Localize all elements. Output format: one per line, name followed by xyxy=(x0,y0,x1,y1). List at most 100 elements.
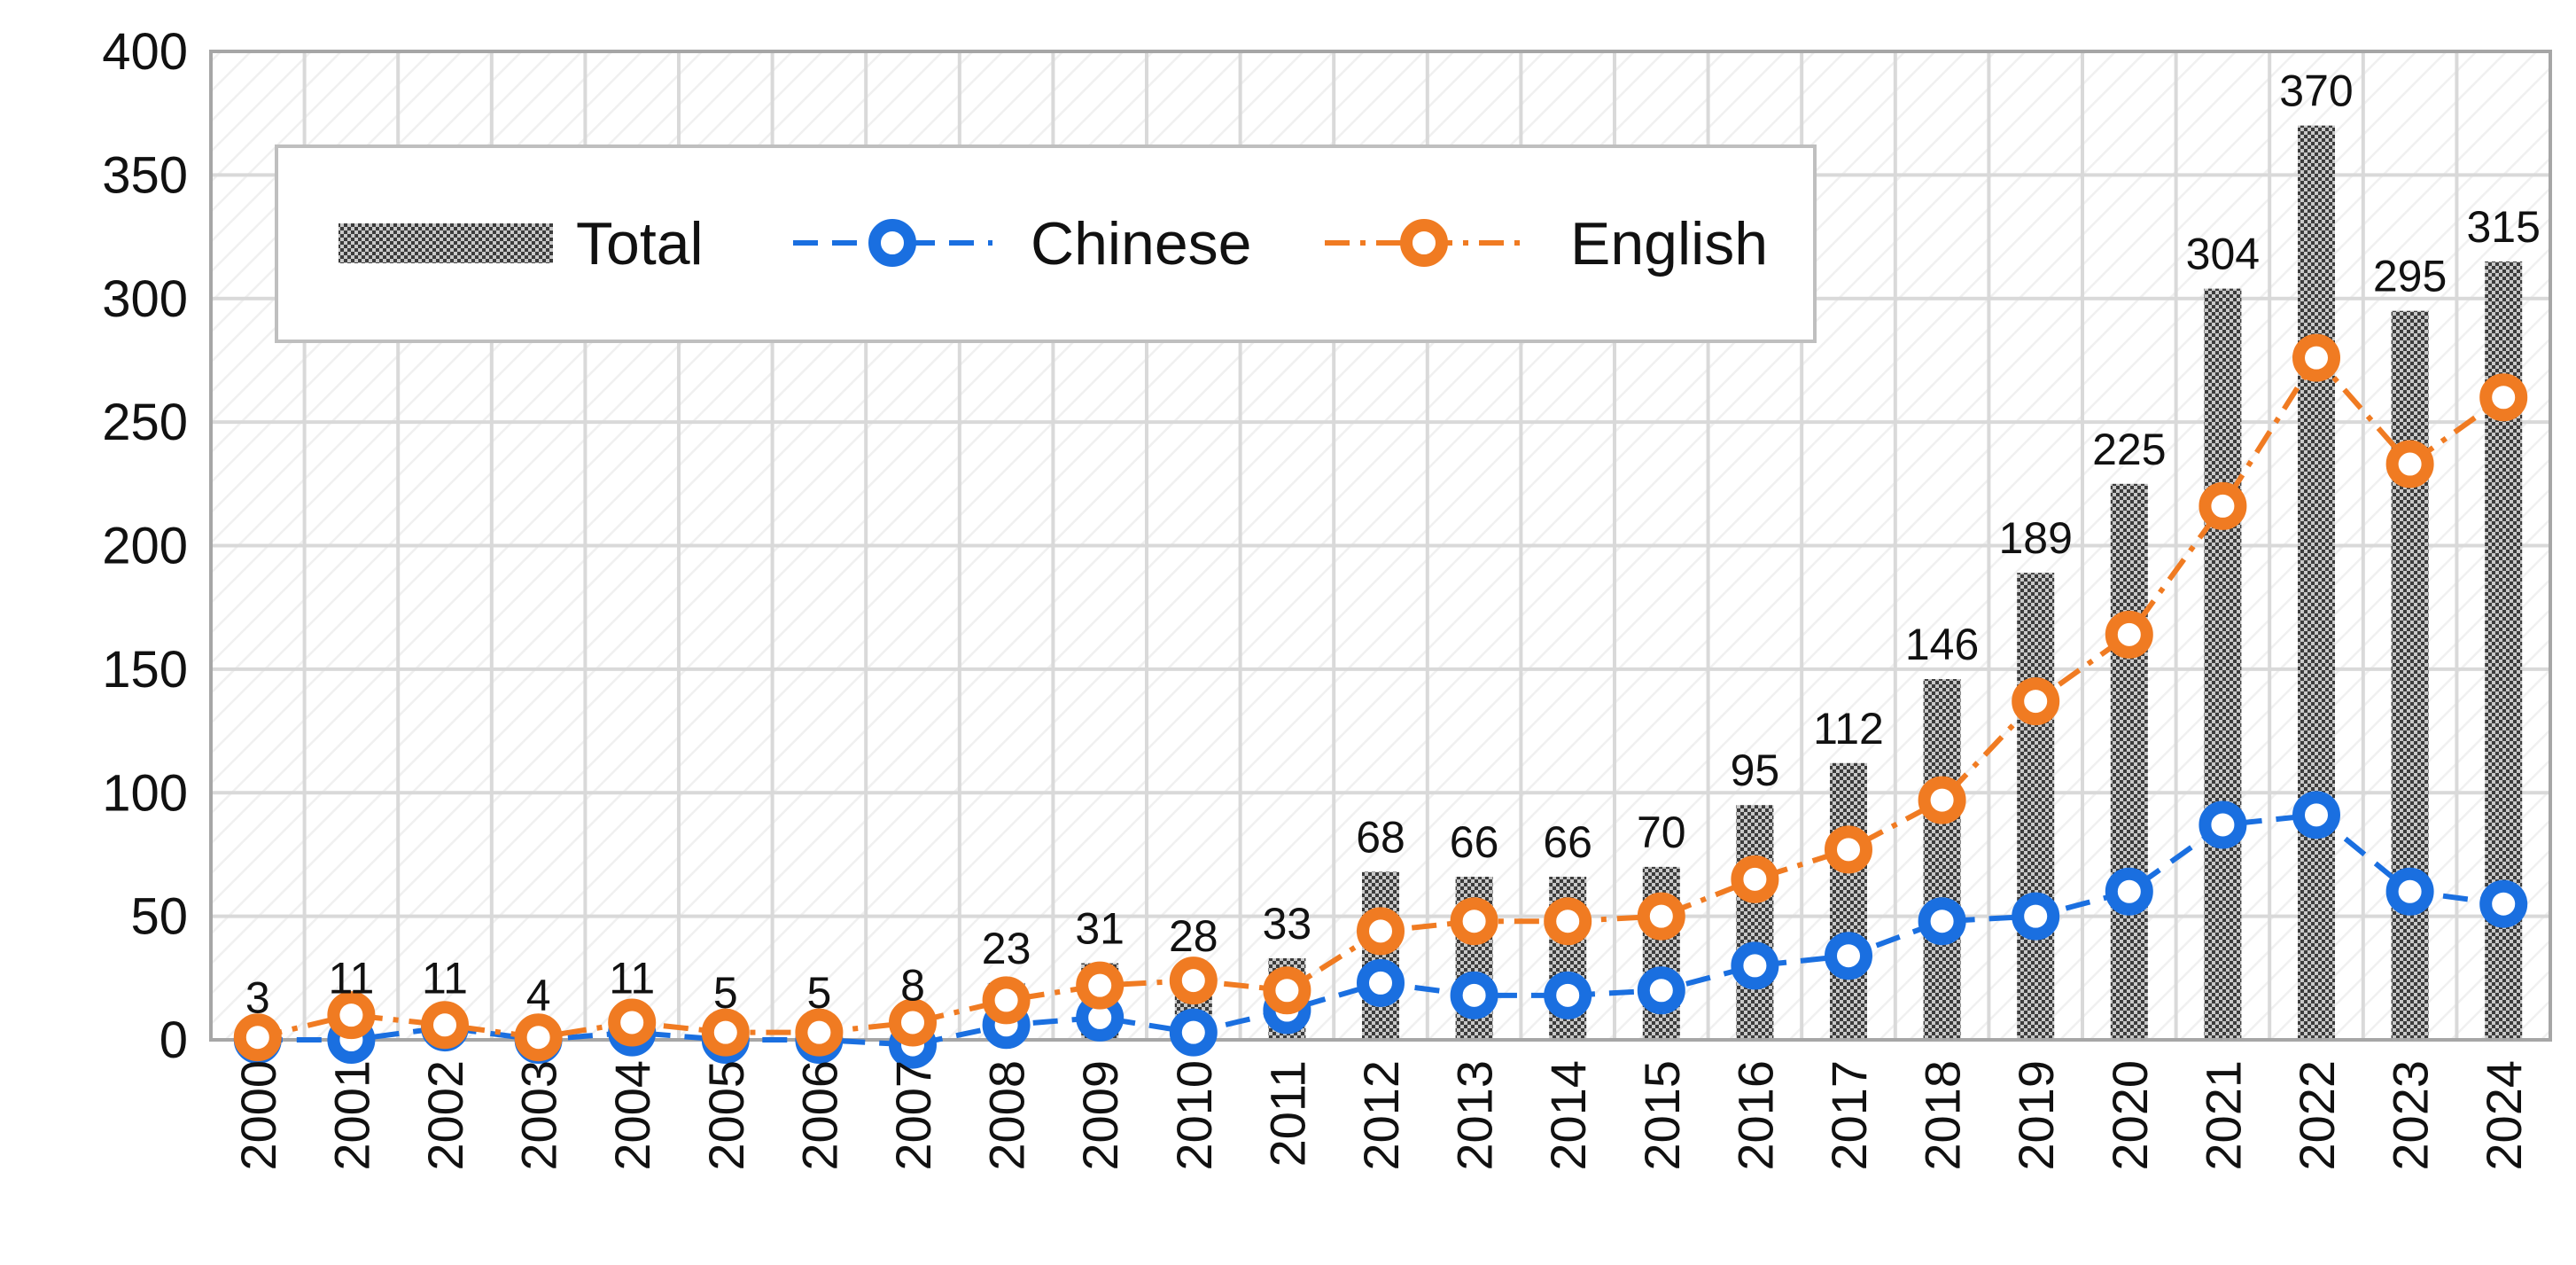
data-label-total-2006: 5 xyxy=(806,968,831,1018)
x-tick-label-2017: 2017 xyxy=(1821,1060,1877,1171)
point-english-2010 xyxy=(1169,957,1218,1005)
y-tick-label-300: 300 xyxy=(102,270,188,328)
point-english-2004 xyxy=(608,998,657,1047)
x-tick-label-2020: 2020 xyxy=(2102,1060,2158,1171)
x-tick-label-2019: 2019 xyxy=(2008,1060,2064,1171)
data-label-total-2017: 112 xyxy=(1813,704,1884,754)
bar-total-2017 xyxy=(1830,762,1867,1040)
data-label-total-2020: 225 xyxy=(2092,425,2166,474)
point-english-2006 xyxy=(795,1008,844,1057)
point-chinese-2010 xyxy=(1169,1008,1218,1057)
line-series-english xyxy=(233,333,2528,1062)
point-english-2013 xyxy=(1450,897,1498,946)
point-english-2002 xyxy=(421,1001,469,1050)
point-english-2022 xyxy=(2292,333,2340,382)
data-label-total-2008: 23 xyxy=(982,924,1031,973)
point-english-2011 xyxy=(1263,966,1311,1015)
point-chinese-2022 xyxy=(2292,791,2340,839)
x-tick-label-2010: 2010 xyxy=(1166,1060,1222,1171)
x-tick-label-2009: 2009 xyxy=(1072,1060,1128,1171)
data-label-total-2016: 95 xyxy=(1731,746,1780,795)
x-tick-label-2016: 2016 xyxy=(1727,1060,1783,1171)
y-tick-label-200: 200 xyxy=(102,518,188,575)
x-tick-label-2008: 2008 xyxy=(979,1060,1035,1171)
x-tick-label-2022: 2022 xyxy=(2289,1060,2345,1171)
data-label-total-2019: 189 xyxy=(1998,513,2072,563)
data-label-total-2012: 68 xyxy=(1356,812,1405,862)
legend-marker-chinese xyxy=(868,219,916,267)
data-label-total-2023: 295 xyxy=(2373,252,2447,301)
point-english-2023 xyxy=(2385,440,2434,488)
point-english-2007 xyxy=(889,998,937,1047)
x-tick-label-2001: 2001 xyxy=(323,1060,379,1171)
point-chinese-2017 xyxy=(1825,932,1872,980)
point-english-2015 xyxy=(1637,892,1685,941)
point-chinese-2021 xyxy=(2199,800,2247,849)
x-tick-label-2004: 2004 xyxy=(604,1060,660,1171)
x-tick-label-2014: 2014 xyxy=(1540,1060,1596,1171)
bar-total-2018 xyxy=(1923,679,1961,1040)
y-tick-label-150: 150 xyxy=(102,641,188,699)
data-label-total-2018: 146 xyxy=(1905,620,1979,669)
y-tick-label-250: 250 xyxy=(102,394,188,451)
point-chinese-2023 xyxy=(2385,867,2434,916)
bar-total-2023 xyxy=(2391,310,2429,1040)
point-english-2008 xyxy=(982,976,1031,1025)
point-english-2020 xyxy=(2105,610,2153,659)
y-axis: 0 50 100 150 200 250 300 350 400 xyxy=(102,23,188,1069)
data-label-total-2021: 304 xyxy=(2186,230,2260,279)
data-label-total-2009: 31 xyxy=(1075,904,1125,954)
bar-total-2019 xyxy=(2017,573,2055,1040)
data-label-total-2004: 11 xyxy=(609,953,655,1003)
legend-label-total: Total xyxy=(576,210,704,277)
point-english-2014 xyxy=(1544,897,1592,946)
x-tick-label-2024: 2024 xyxy=(2476,1060,2532,1171)
data-label-total-2010: 28 xyxy=(1169,911,1218,961)
bar-total-2016 xyxy=(1736,805,1774,1040)
x-tick-label-2015: 2015 xyxy=(1634,1060,1690,1171)
point-chinese-2013 xyxy=(1450,971,1498,1019)
point-english-2003 xyxy=(514,1013,563,1062)
bar-total-2020 xyxy=(2110,483,2148,1040)
data-label-total-2013: 66 xyxy=(1450,817,1499,867)
y-tick-label-350: 350 xyxy=(102,146,188,204)
x-tick-label-2021: 2021 xyxy=(2195,1060,2251,1171)
plot-frame xyxy=(209,50,2552,1042)
point-english-2019 xyxy=(2012,677,2060,726)
point-chinese-2019 xyxy=(2012,892,2060,941)
legend-label-chinese: Chinese xyxy=(1031,210,1252,277)
data-label-total-2003: 4 xyxy=(526,971,551,1020)
legend-label-english: English xyxy=(1570,210,1768,277)
point-english-2018 xyxy=(1918,776,1966,824)
y-tick-label-100: 100 xyxy=(102,764,188,822)
data-label-total-2005: 5 xyxy=(713,968,738,1018)
y-tick-label-0: 0 xyxy=(160,1011,188,1069)
legend-box xyxy=(275,144,1817,343)
bar-total-2022 xyxy=(2298,125,2335,1040)
x-tick-label-2003: 2003 xyxy=(511,1060,567,1171)
point-chinese-2014 xyxy=(1544,971,1592,1019)
point-english-2005 xyxy=(701,1008,750,1057)
x-axis: 2000 2001 2002 2003 2004 2005 2006 2007 2008 2009… xyxy=(230,1060,2532,1171)
data-label-total-2001: 11 xyxy=(328,953,374,1003)
point-english-2024 xyxy=(2479,373,2528,422)
x-tick-label-2002: 2002 xyxy=(417,1060,473,1171)
x-tick-label-2005: 2005 xyxy=(698,1060,754,1171)
point-english-2001 xyxy=(327,991,376,1040)
x-tick-label-2012: 2012 xyxy=(1353,1060,1409,1171)
legend: Total Chinese English xyxy=(275,144,1817,343)
x-tick-label-2018: 2018 xyxy=(1915,1060,1971,1171)
x-tick-label-2013: 2013 xyxy=(1447,1060,1503,1171)
data-label-total-2014: 66 xyxy=(1543,817,1592,867)
bar-total-2012 xyxy=(1362,871,1399,1040)
data-label-total-2024: 315 xyxy=(2466,202,2540,252)
x-tick-label-2000: 2000 xyxy=(230,1060,286,1171)
point-english-2009 xyxy=(1076,961,1125,1010)
point-english-2012 xyxy=(1357,907,1405,956)
data-label-total-2022: 370 xyxy=(2279,66,2353,116)
point-chinese-2020 xyxy=(2105,867,2153,916)
data-label-total-2000: 3 xyxy=(245,973,270,1023)
point-english-2016 xyxy=(1731,855,1779,903)
bar-total-2021 xyxy=(2204,288,2242,1041)
